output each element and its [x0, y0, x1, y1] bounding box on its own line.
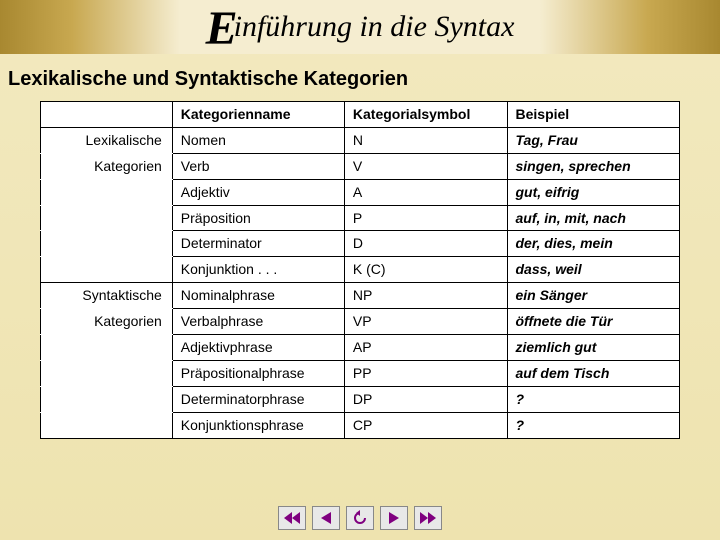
- cell-symbol: PP: [344, 360, 507, 386]
- table-row: Konjunktion . . .K (C)dass, weil: [41, 257, 680, 283]
- cell-name: Adjektivphrase: [172, 335, 344, 361]
- cell-symbol: A: [344, 179, 507, 205]
- cell-example: Tag, Frau: [507, 127, 680, 153]
- title-banner: E inführung in die Syntax: [0, 0, 720, 54]
- cell-name: Konjunktion . . .: [172, 257, 344, 283]
- row-group-label: [41, 231, 173, 257]
- col-header-name: Kategorienname: [172, 102, 344, 128]
- forward-icon: [419, 511, 437, 525]
- nav-prev-button[interactable]: [312, 506, 340, 530]
- table-row: KategorienVerbVsingen, sprechen: [41, 153, 680, 179]
- cell-symbol: P: [344, 205, 507, 231]
- row-group-label: [41, 412, 173, 438]
- nav-reload-button[interactable]: [346, 506, 374, 530]
- cell-example: ziemlich gut: [507, 335, 680, 361]
- title-banner-text: E inführung in die Syntax: [206, 3, 515, 51]
- cell-name: Konjunktionsphrase: [172, 412, 344, 438]
- cell-example: auf dem Tisch: [507, 360, 680, 386]
- cell-symbol: K (C): [344, 257, 507, 283]
- prev-icon: [319, 511, 333, 525]
- cell-name: Nomen: [172, 127, 344, 153]
- nav-next-button[interactable]: [380, 506, 408, 530]
- table-row: AdjektivAgut, eifrig: [41, 179, 680, 205]
- cell-name: Präposition: [172, 205, 344, 231]
- cell-symbol: N: [344, 127, 507, 153]
- row-group-label: [41, 335, 173, 361]
- table-row: SyntaktischeNominalphraseNPein Sänger: [41, 283, 680, 309]
- row-group-label: Syntaktische: [41, 283, 173, 309]
- title-rest: inführung in die Syntax: [234, 12, 515, 42]
- col-header-example: Beispiel: [507, 102, 680, 128]
- table-row: DeterminatorphraseDP?: [41, 386, 680, 412]
- cell-name: Nominalphrase: [172, 283, 344, 309]
- cell-symbol: V: [344, 153, 507, 179]
- cell-symbol: DP: [344, 386, 507, 412]
- cell-example: dass, weil: [507, 257, 680, 283]
- row-group-label: [41, 205, 173, 231]
- cell-symbol: AP: [344, 335, 507, 361]
- table-row: AdjektivphraseAPziemlich gut: [41, 335, 680, 361]
- section-heading: Lexikalische und Syntaktische Kategorien: [0, 54, 720, 101]
- cell-symbol: CP: [344, 412, 507, 438]
- row-group-label: [41, 386, 173, 412]
- cell-name: Adjektiv: [172, 179, 344, 205]
- row-group-label: [41, 257, 173, 283]
- cell-symbol: D: [344, 231, 507, 257]
- cell-name: Determinator: [172, 231, 344, 257]
- table-body: LexikalischeNomenNTag, FrauKategorienVer…: [41, 127, 680, 438]
- rewind-icon: [283, 511, 301, 525]
- next-icon: [387, 511, 401, 525]
- table-row: PräpositionPauf, in, mit, nach: [41, 205, 680, 231]
- slide-page: E inführung in die Syntax Lexikalische u…: [0, 0, 720, 540]
- categories-table: Kategorienname Kategorialsymbol Beispiel…: [40, 101, 680, 439]
- cell-name: Verb: [172, 153, 344, 179]
- row-group-label: Lexikalische: [41, 127, 173, 153]
- table-row: KategorienVerbalphraseVPöffnete die Tür: [41, 309, 680, 335]
- cell-name: Präpositionalphrase: [172, 360, 344, 386]
- cell-example: gut, eifrig: [507, 179, 680, 205]
- cell-name: Verbalphrase: [172, 309, 344, 335]
- col-header-rowhead: [41, 102, 173, 128]
- nav-first-button[interactable]: [278, 506, 306, 530]
- cell-example: ein Sänger: [507, 283, 680, 309]
- cell-name: Determinatorphrase: [172, 386, 344, 412]
- table-row: LexikalischeNomenNTag, Frau: [41, 127, 680, 153]
- table-row: PräpositionalphrasePPauf dem Tisch: [41, 360, 680, 386]
- title-initial: E: [206, 5, 238, 53]
- cell-symbol: VP: [344, 309, 507, 335]
- nav-bar: [278, 506, 442, 530]
- cell-example: der, dies, mein: [507, 231, 680, 257]
- col-header-symbol: Kategorialsymbol: [344, 102, 507, 128]
- row-group-label: Kategorien: [41, 153, 173, 179]
- row-group-label: [41, 179, 173, 205]
- reload-icon: [352, 510, 368, 526]
- table-row: KonjunktionsphraseCP?: [41, 412, 680, 438]
- nav-last-button[interactable]: [414, 506, 442, 530]
- cell-example: öffnete die Tür: [507, 309, 680, 335]
- cell-symbol: NP: [344, 283, 507, 309]
- cell-example: auf, in, mit, nach: [507, 205, 680, 231]
- cell-example: singen, sprechen: [507, 153, 680, 179]
- table-row: DeterminatorDder, dies, mein: [41, 231, 680, 257]
- cell-example: ?: [507, 412, 680, 438]
- table-header-row: Kategorienname Kategorialsymbol Beispiel: [41, 102, 680, 128]
- cell-example: ?: [507, 386, 680, 412]
- row-group-label: [41, 360, 173, 386]
- row-group-label: Kategorien: [41, 309, 173, 335]
